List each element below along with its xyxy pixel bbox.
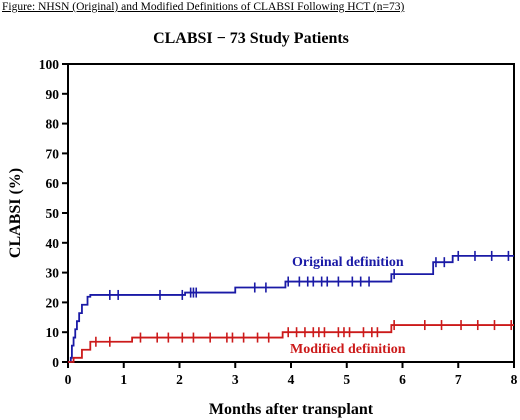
- series-line-1: [68, 324, 514, 363]
- axes: 0 10 20 30 40 50 60 70 80 90 100 0 1 2 3 4 5 6 7 8: [39, 57, 518, 387]
- x-tick-label: 2: [176, 372, 183, 387]
- figure-title: Figure: NHSN (Original) and Modified Def…: [2, 1, 405, 13]
- y-tick-label: 100: [39, 57, 60, 72]
- x-tick-label: 1: [120, 372, 127, 387]
- series-layer: [68, 250, 514, 363]
- x-tick-label: 0: [65, 372, 72, 387]
- series-label-modified: Modified definition: [290, 342, 406, 357]
- x-tick-label: 8: [511, 372, 518, 387]
- series-label-original: Original definition: [292, 255, 404, 270]
- x-tick-label: 3: [232, 372, 239, 387]
- x-tick-label: 6: [399, 372, 406, 387]
- y-tick-label: 50: [46, 206, 60, 221]
- y-tick-label: 0: [52, 355, 59, 370]
- chart-title: CLABSI − 73 Study Patients: [153, 30, 349, 47]
- y-tick-label: 70: [46, 146, 60, 161]
- y-tick-label: 20: [46, 295, 60, 310]
- x-tick-label: 7: [455, 372, 462, 387]
- y-tick-label: 80: [46, 117, 60, 132]
- y-tick-label: 60: [46, 176, 60, 191]
- y-tick-label: 10: [46, 325, 60, 340]
- y-tick-label: 30: [46, 266, 60, 281]
- x-tick-label: 4: [288, 372, 295, 387]
- y-axis-label: CLABSI (%): [7, 168, 24, 258]
- series-line-0: [68, 255, 514, 363]
- plot-frame: [67, 63, 515, 363]
- y-tick-label: 90: [46, 87, 60, 102]
- x-axis-label: Months after transplant: [209, 401, 374, 418]
- y-tick-label: 40: [46, 236, 60, 251]
- x-tick-label: 5: [343, 372, 350, 387]
